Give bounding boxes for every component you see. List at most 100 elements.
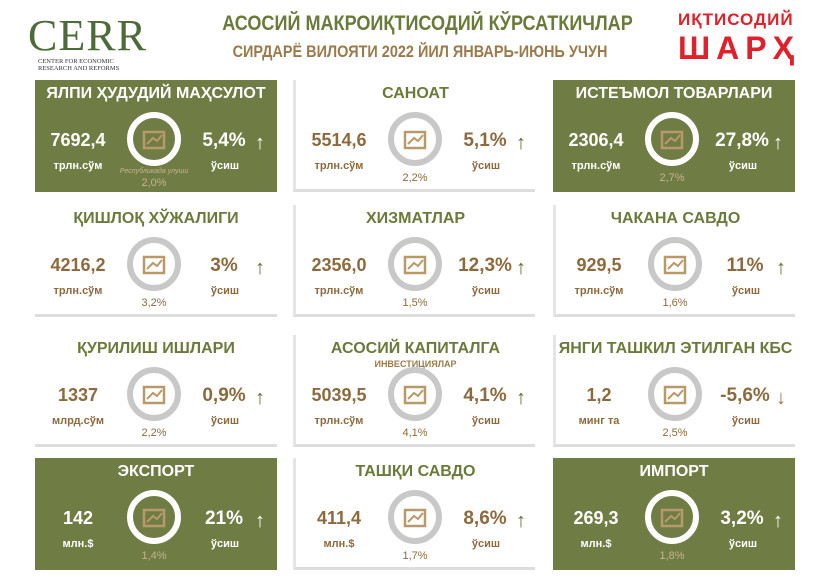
cerr-logo: CERR CENTER FOR ECONOMIC RESEARCH AND RE… xyxy=(28,11,168,73)
growth-label: ўсиш xyxy=(728,538,758,550)
card-title: ҚУРИЛИШ ИШЛАРИ xyxy=(77,340,235,357)
card-title: ЯЛПИ ҲУДУДИЙ МАҲСУЛОТ xyxy=(46,85,266,102)
card-unit: млн.$ xyxy=(323,538,355,550)
card-value: 269,3 xyxy=(573,508,619,528)
growth-label: ўсиш xyxy=(731,415,761,427)
indicator-card: ҚУРИЛИШ ИШЛАРИ 1337 млрд.сўм 2,2% 0,9% ўсиш ↑ xyxy=(35,335,277,447)
growth-label: ўсиш xyxy=(210,538,240,550)
indicator-card: ЧАКАНА САВДО 929,5 трлн.сўм 1,6% 11% ўсиш ↑ xyxy=(553,205,795,317)
card-unit: трлн.сўм xyxy=(53,285,103,297)
indicator-card: ХИЗМАТЛАР 2356,0 трлн.сўм 1,5% 12,3% ўсиш ↑ xyxy=(293,205,535,317)
arrow-up-icon: ↑ xyxy=(516,257,526,279)
card-growth: 3% xyxy=(210,255,238,276)
share-note: Республикада улуши xyxy=(119,168,189,175)
brand-line-2: ШАРҲ xyxy=(678,30,800,66)
briefcase-icon xyxy=(648,367,702,421)
card-unit: млн.$ xyxy=(580,538,612,550)
card-title: ТАШҚИ САВДО xyxy=(355,463,476,480)
growth-label: ўсиш xyxy=(471,160,501,172)
card-share: 1,4% xyxy=(141,550,167,562)
card-unit: трлн.сўм xyxy=(574,285,624,297)
card-growth: 11% xyxy=(726,255,764,276)
card-title: САНОАТ xyxy=(382,85,449,102)
investment-icon xyxy=(388,367,442,421)
logo-subtitle: CENTER FOR ECONOMIC xyxy=(38,58,114,65)
tree-icon xyxy=(127,237,181,291)
growth-label: ўсиш xyxy=(471,285,501,297)
card-title: ИСТЕЪМОЛ ТОВАРЛАРИ xyxy=(575,85,773,102)
card-value: 411,4 xyxy=(316,508,362,528)
card-share: 2,2% xyxy=(141,427,167,439)
growth-label: ўсиш xyxy=(210,415,240,427)
card-share: 1,8% xyxy=(659,550,685,562)
card-unit: млн.$ xyxy=(62,538,94,550)
card-share: 1,5% xyxy=(402,297,428,309)
card-value: 4216,2 xyxy=(50,255,106,275)
indicator-card: АСОСИЙ КАПИТАЛГА ИНВЕСТИЦИЯЛАР 5039,5 трлн.… xyxy=(293,335,535,447)
card-unit: трлн.сўм xyxy=(53,160,103,172)
import-icon xyxy=(645,490,699,544)
factory-icon xyxy=(388,112,442,166)
card-share: 2,7% xyxy=(659,172,685,184)
indicator-card: ЯНГИ ТАШКИЛ ЭТИЛГАН КБС 1,2 минг та 2,5% -5,… xyxy=(553,335,795,447)
arrow-up-icon: ↑ xyxy=(773,510,783,532)
indicator-card: ЯЛПИ ҲУДУДИЙ МАҲСУЛОТ 7692,4 трлн.сўм Респу… xyxy=(35,80,277,192)
card-unit: млрд.сўм xyxy=(52,415,104,427)
card-value: 5514,6 xyxy=(311,130,367,150)
indicator-card: ИМПОРТ 269,3 млн.$ 1,8% 3,2% ўсиш ↑ xyxy=(553,458,795,570)
card-subtitle: ИНВЕСТИЦИЯЛАР xyxy=(374,359,457,369)
growth-label: ўсиш xyxy=(728,160,758,172)
card-share: 2,0% xyxy=(141,177,167,189)
card-growth: 27,8% xyxy=(715,130,769,151)
card-share: 3,2% xyxy=(141,297,167,309)
logo-text: CERR xyxy=(28,11,147,60)
card-value: 7692,4 xyxy=(50,130,106,150)
arrow-up-icon: ↑ xyxy=(255,257,265,279)
card-growth: 21% xyxy=(204,508,244,529)
shirt-icon xyxy=(645,112,699,166)
chart-growth-icon xyxy=(127,112,181,166)
page-subtitle: СИРДАРЁ ВИЛОЯТИ 2022 ЙИЛ ЯНВАРЬ-ИЮНЬ УЧУ… xyxy=(232,42,608,61)
card-value: 1,2 xyxy=(586,385,612,405)
logo-subtitle: RESEARCH AND REFORMS xyxy=(38,65,120,72)
arrow-up-icon: ↑ xyxy=(516,132,526,154)
card-growth: 5,4% xyxy=(202,130,246,151)
arrow-up-icon: ↑ xyxy=(516,510,526,532)
card-growth: 5,1% xyxy=(463,130,507,151)
card-value: 1337 xyxy=(57,385,99,405)
card-share: 1,6% xyxy=(662,297,688,309)
card-unit: трлн.сўм xyxy=(314,160,364,172)
card-share: 2,2% xyxy=(402,172,428,184)
brand-line-1: ИҚТИСОДИЙ xyxy=(678,10,794,29)
card-unit: трлн.сўм xyxy=(314,285,364,297)
card-growth: 3,2% xyxy=(720,508,764,529)
card-share: 4,1% xyxy=(402,427,428,439)
arrow-down-icon: ↓ xyxy=(776,387,786,409)
indicator-card: ИСТЕЪМОЛ ТОВАРЛАРИ 2306,4 трлн.сўм 2,7% 27,8… xyxy=(553,80,795,192)
crane-icon xyxy=(127,367,181,421)
card-value: 2356,0 xyxy=(311,255,367,275)
card-unit: трлн.сўм xyxy=(314,415,364,427)
card-value: 142 xyxy=(62,508,94,528)
card-share: 2,5% xyxy=(662,427,688,439)
card-growth: 4,1% xyxy=(463,385,507,406)
services-icon xyxy=(388,237,442,291)
arrow-up-icon: ↑ xyxy=(255,510,265,532)
export-icon xyxy=(127,490,181,544)
card-title: ҚИШЛОҚ ХЎЖАЛИГИ xyxy=(73,210,239,227)
growth-label: ўсиш xyxy=(471,538,501,550)
arrow-up-icon: ↑ xyxy=(255,132,265,154)
card-title: ЧАКАНА САВДО xyxy=(610,210,741,227)
card-unit: минг та xyxy=(578,415,620,427)
indicator-card: ҚИШЛОҚ ХЎЖАЛИГИ 4216,2 трлн.сўм 3,2% 3% ўсиш ↑ xyxy=(35,205,277,317)
arrow-up-icon: ↑ xyxy=(773,132,783,154)
growth-label: ўсиш xyxy=(210,160,240,172)
arrow-up-icon: ↑ xyxy=(255,387,265,409)
indicator-card: САНОАТ 5514,6 трлн.сўм 2,2% 5,1% ўсиш ↑ xyxy=(293,80,535,192)
growth-label: ўсиш xyxy=(210,285,240,297)
growth-label: ўсиш xyxy=(731,285,761,297)
card-unit: трлн.сўм xyxy=(571,160,621,172)
card-title: ЭКСПОРТ xyxy=(117,463,195,480)
growth-label: ўсиш xyxy=(471,415,501,427)
card-title: ХИЗМАТЛАР xyxy=(365,210,466,227)
